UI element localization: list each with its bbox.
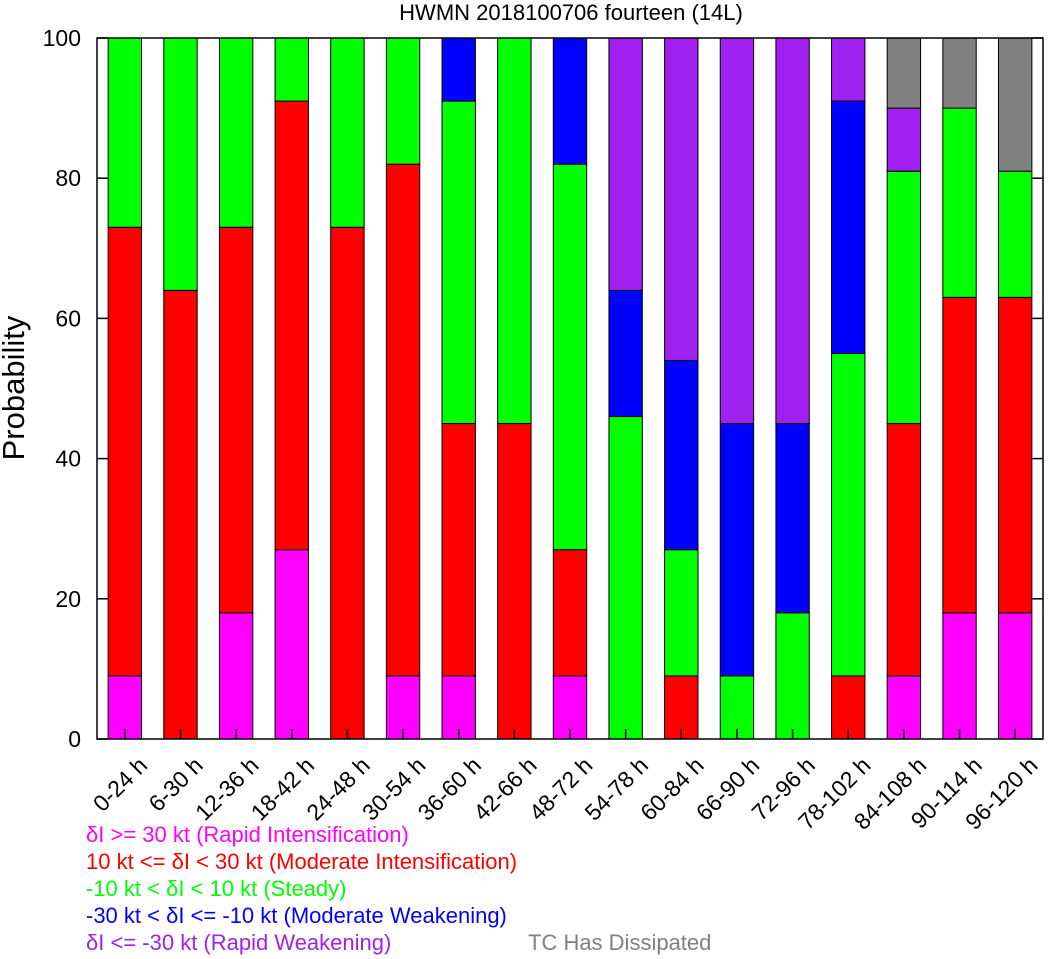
bar-segment-mi [163,289,198,740]
bar-segment-steady [552,163,588,551]
bar-segment-ri [997,612,1033,740]
bar-segment-steady [664,549,699,677]
chart-title: HWMN 2018100706 fourteen (14L) [399,0,743,25]
legend-item-steady: -10 kt < δI < 10 kt (Steady) [86,876,347,901]
bar-segment-mw [719,423,755,677]
bar-segment-rw [608,37,643,291]
bar-segment-mi [274,100,309,551]
bar-segment-mw [831,100,866,354]
bar-segment-mi [997,296,1033,614]
bar-segment-mi [552,549,588,677]
bar-segment-ri [218,612,254,740]
bar-segment-ri [942,612,977,740]
legend-item-moderate-weakening: -30 kt < δI <= -10 kt (Moderate Weakenin… [86,903,507,928]
bar-segment-steady [107,37,143,228]
bar-segment-mi [886,423,922,677]
bar-segment-steady [775,612,810,740]
bar-segment-dissipated [942,37,977,109]
bar-segment-steady [942,107,977,298]
bar-segment-ri [886,675,922,740]
bar-segment-steady [163,37,198,291]
x-axis: 0-24 h6-30 h12-36 h18-42 h24-48 h30-54 h… [88,729,1043,835]
y-tick-label: 100 [43,25,81,51]
bar-segment-steady [719,675,755,740]
y-tick-label: 80 [55,165,81,191]
bar-segment-dissipated [997,37,1033,172]
y-tick-label: 60 [55,305,81,331]
bar-segment-steady [274,37,309,102]
y-axis-label: Probability [0,315,31,460]
bar-segment-ri [107,675,143,740]
bar-segment-rw [831,37,866,102]
y-tick-label: 40 [55,446,81,472]
bar-segment-mi [107,226,143,677]
bar-segment-mi [218,226,254,614]
bar-segment-rw [719,37,755,425]
y-axis: 0 20 40 60 80 100 [43,25,1043,752]
bar-segment-mi [441,423,476,677]
bar-segment-ri [385,675,421,740]
bars-group [107,37,1033,740]
bar-segment-steady [608,416,643,740]
bar-segment-mi [330,226,365,740]
bar-segment-steady [997,170,1033,298]
bar-segment-mw [552,37,588,165]
bar-segment-dissipated [886,37,922,109]
legend-item-dissipated: TC Has Dissipated [528,930,712,955]
bar-segment-steady [441,100,476,425]
bar-segment-steady [218,37,254,228]
bar-segment-rw [664,37,699,361]
bar-segment-steady [886,170,922,425]
x-tick-label: 0-24 h [88,752,153,817]
bar-segment-ri [274,549,309,740]
bar-segment-steady [385,37,421,165]
bar-segment-steady [497,37,532,425]
legend-item-rapid-intensification: δI >= 30 kt (Rapid Intensification) [86,822,409,847]
bar-segment-mw [608,289,643,418]
bar-segment-steady [831,352,866,677]
bar-segment-mw [664,359,699,551]
legend-item-rapid-weakening: δI <= -30 kt (Rapid Weakening) [86,930,392,955]
bar-segment-steady [330,37,365,228]
bar-segment-mi [942,296,977,614]
legend-item-moderate-intensification: 10 kt <= δI < 30 kt (Moderate Intensific… [86,849,518,874]
bar-segment-ri [552,675,588,740]
y-tick-label: 0 [68,726,81,752]
bar-segment-rw [775,37,810,425]
bar-segment-mw [775,423,810,614]
bar-segment-mi [497,423,532,740]
bar-segment-mw [441,37,476,102]
y-tick-label: 20 [55,586,81,612]
bar-segment-rw [886,107,922,172]
bar-segment-mi [385,163,421,677]
